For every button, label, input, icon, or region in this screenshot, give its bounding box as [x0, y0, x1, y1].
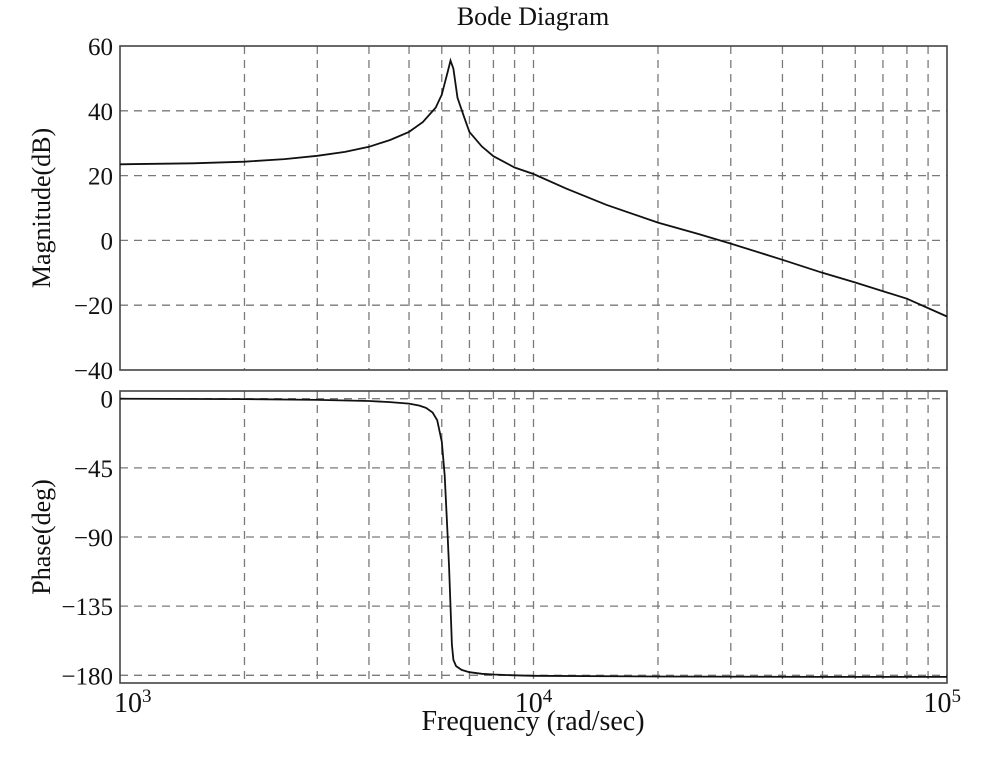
x-tick-labels: 103 104 105 [114, 686, 961, 719]
panel-1: 0 −45 −90 −135 −180 Phase(deg) [27, 387, 948, 690]
y-tick-label: −40 [74, 358, 113, 385]
y-tick-label: 0 [101, 228, 114, 255]
y-tick-label: 40 [88, 99, 113, 126]
y-tick-label: −90 [74, 525, 113, 552]
y-tick-label: −180 [61, 663, 113, 690]
plot-panels: 60 40 20 0 −20 −40 Magnitude(dB) 0 −45 −90 −135 −18… [27, 34, 948, 690]
magnitude-curve [119, 57, 948, 318]
y-tick-label: −45 [74, 456, 113, 483]
y-tick-label: 0 [101, 387, 114, 414]
plot-frame [119, 390, 948, 684]
y-tick-label: 60 [88, 34, 113, 61]
y-tick-label: −20 [74, 293, 113, 320]
x-axis-label: Frequency (rad/sec) [421, 706, 644, 737]
phase-curve [119, 397, 947, 678]
x-tick-label: 103 [114, 686, 152, 719]
chart-title: Bode Diagram [457, 2, 609, 31]
x-tick-label: 105 [924, 686, 962, 719]
y-tick-label: 20 [88, 164, 113, 191]
panel-0: 60 40 20 0 −20 −40 Magnitude(dB) [27, 34, 948, 385]
plot-frame [119, 45, 948, 371]
x-tick-label: 104 [515, 686, 553, 719]
y-tick-label: −135 [61, 594, 113, 621]
y-axis-label: Phase(deg) [27, 479, 56, 595]
y-axis-label: Magnitude(dB) [27, 128, 56, 288]
